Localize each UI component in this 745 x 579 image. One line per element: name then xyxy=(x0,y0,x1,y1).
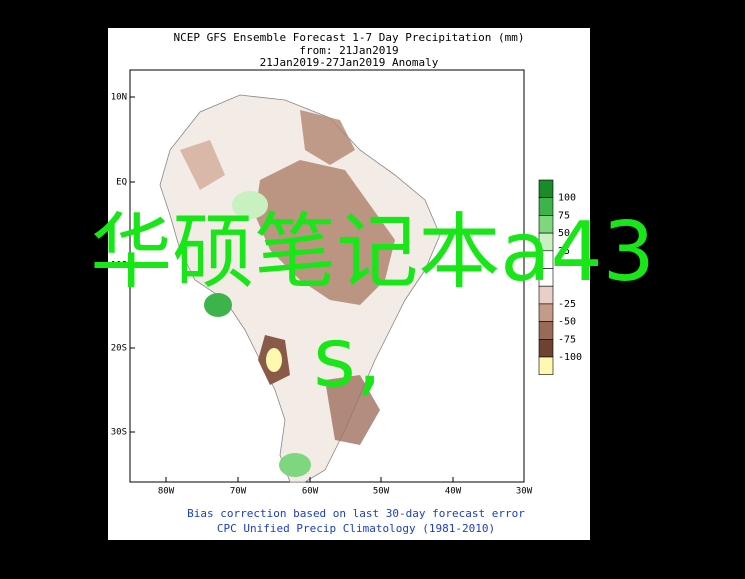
legend-swatch xyxy=(538,356,554,376)
legend-swatch xyxy=(538,179,554,199)
legend-label: 75 xyxy=(558,210,570,221)
legend-label: -25 xyxy=(558,299,576,310)
lon-label: 70W xyxy=(230,487,247,497)
overlay-text: s, xyxy=(313,311,382,406)
legend-label: 50 xyxy=(558,228,570,239)
lat-label: 10N xyxy=(111,93,127,103)
legend-label: 25 xyxy=(558,246,570,257)
lat-label: 10S xyxy=(111,261,127,271)
title: NCEP GFS Ensemble Forecast 1-7 Day Preci… xyxy=(174,31,525,44)
lat-label: 30S xyxy=(111,428,127,438)
subtitle: 21Jan2019-27Jan2019 Anomaly xyxy=(260,56,439,69)
legend-label: 100 xyxy=(558,193,576,204)
legend-label: -100 xyxy=(558,352,582,363)
legend-label: -50 xyxy=(558,317,576,328)
subtitle: from: 21Jan2019 xyxy=(299,44,398,57)
map-content xyxy=(159,94,441,483)
lat-label: EQ xyxy=(116,178,127,188)
lon-label: 60W xyxy=(302,487,319,497)
lat-label: 20S xyxy=(111,344,127,354)
overlay-text: 华硕笔记本a43 xyxy=(90,205,655,300)
lon-label: 40W xyxy=(445,487,462,497)
lon-label: 80W xyxy=(158,487,175,497)
lon-label: 30W xyxy=(516,487,533,497)
legend-label: -75 xyxy=(558,334,576,345)
footer-note: Bias correction based on last 30-day for… xyxy=(187,507,525,520)
footer-note: CPC Unified Precip Climatology (1981-201… xyxy=(217,522,495,535)
lon-label: 50W xyxy=(373,487,390,497)
